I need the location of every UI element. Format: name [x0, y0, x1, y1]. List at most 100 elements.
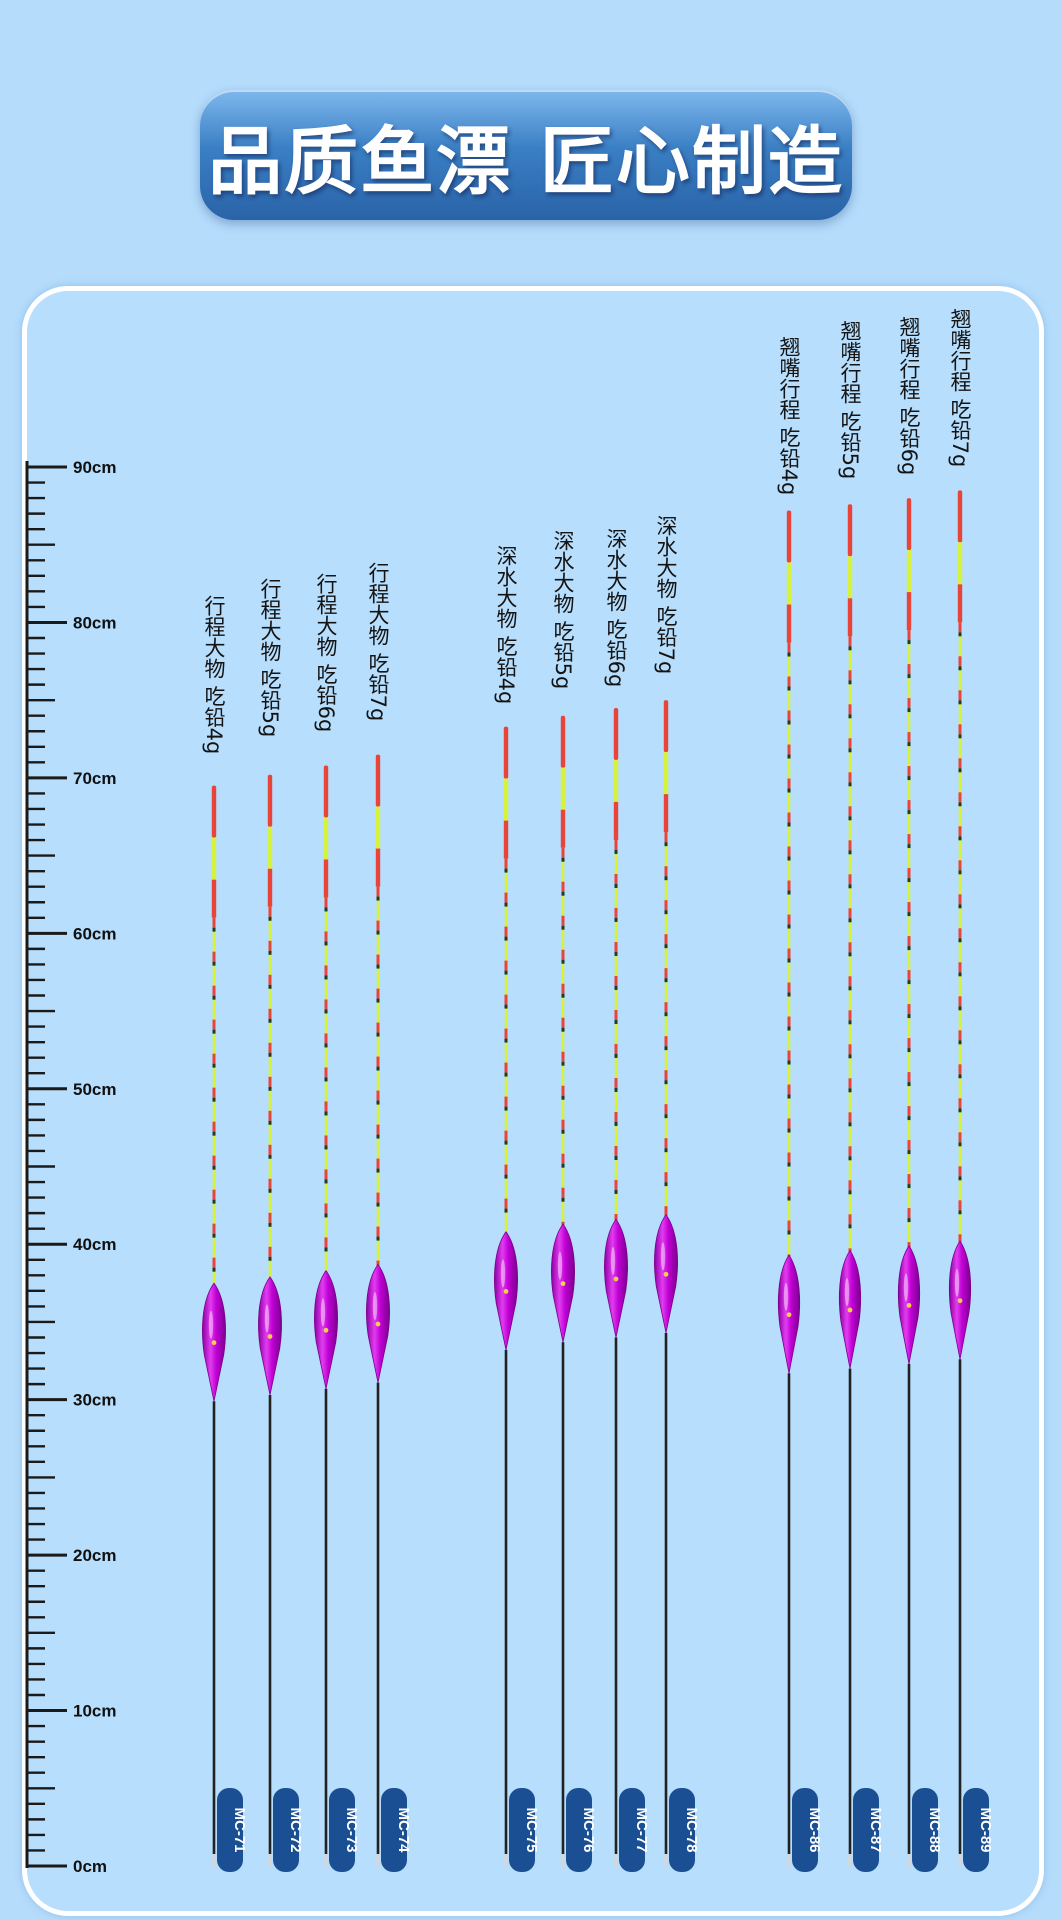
model-badge-label: MC-87: [867, 1807, 884, 1852]
model-badge-label: MC-76: [580, 1807, 597, 1852]
float-body-highlight: [844, 1278, 850, 1307]
model-badge: [963, 1788, 989, 1872]
ruler-label: 10cm: [73, 1702, 116, 1721]
float-tip-red-lower: [786, 604, 792, 643]
model-badge: [273, 1788, 299, 1872]
float-tip-yellow: [957, 542, 963, 585]
display-panel: [22, 286, 1044, 1916]
model-badge: [509, 1788, 535, 1872]
float-spec-label: 翘嘴行程 吃铅7g: [948, 308, 972, 467]
float-body-highlight: [320, 1298, 326, 1327]
float-tip-red-lower: [375, 848, 381, 887]
float-tip-red: [267, 774, 273, 827]
float-set: 行程大物 吃铅4g MC-71 行程大物 吃铅5g MC-72 行程大物 吃铅6g MC-…: [202, 308, 994, 1872]
float-body-logo: [786, 1312, 792, 1318]
float-spec-label: 行程大物 吃铅4g: [202, 595, 226, 754]
float-body-highlight: [610, 1246, 616, 1275]
float-tip-red: [663, 700, 669, 753]
model-badge-label: MC-86: [806, 1807, 823, 1852]
model-badge: [217, 1788, 243, 1872]
float-tip-red: [211, 785, 217, 838]
float-stem-tip: [614, 1854, 618, 1868]
float-mc-89: 翘嘴行程 吃铅7g MC-89: [948, 308, 994, 1872]
float-body-highlight: [903, 1273, 909, 1302]
float-stem-tip: [504, 1854, 508, 1868]
float-tip-red-lower: [560, 809, 566, 848]
model-badge: [669, 1788, 695, 1872]
ruler-label: 70cm: [73, 769, 116, 788]
float-body-highlight: [557, 1251, 563, 1280]
float-mc-88: 翘嘴行程 吃铅6g MC-88: [897, 316, 943, 1872]
ruler: 0cm 10cm 20cm 30cm 40cm 50cm 60cm 70cm 80cm 90cm: [25, 458, 116, 1876]
ruler-label: 80cm: [73, 613, 116, 632]
float-tip-red-lower: [267, 868, 273, 907]
float-tip-red: [847, 504, 853, 557]
float-mc-86: 翘嘴行程 吃铅4g MC-86: [777, 336, 823, 1872]
model-badge-label: MC-88: [926, 1807, 943, 1852]
float-body-highlight: [208, 1310, 214, 1339]
model-badge-label: MC-72: [287, 1807, 304, 1852]
title-banner: 品质鱼漂 匠心制造: [200, 90, 852, 220]
model-badge: [912, 1788, 938, 1872]
float-stem-tip: [787, 1854, 791, 1868]
float-stem-tip: [561, 1854, 565, 1868]
float-tip-red: [957, 490, 963, 543]
float-tip-red-lower: [613, 801, 619, 840]
float-body-logo: [957, 1298, 963, 1304]
float-body-logo: [267, 1334, 273, 1339]
model-badge-label: MC-75: [523, 1807, 540, 1852]
float-body-logo: [375, 1321, 381, 1327]
float-body-logo: [211, 1340, 217, 1346]
model-badge-label: MC-78: [683, 1807, 700, 1852]
float-tip-red: [503, 726, 509, 779]
float-spec-label: 深水大物 吃铅5g: [551, 530, 575, 689]
float-body-logo: [847, 1307, 853, 1313]
float-spec-label: 深水大物 吃铅4g: [494, 545, 518, 704]
float-mc-74: 行程大物 吃铅7g MC-74: [366, 562, 412, 1872]
float-tip-red: [906, 498, 912, 551]
float-body-logo: [613, 1276, 619, 1282]
float-tip-red: [323, 765, 329, 818]
ruler-label: 40cm: [73, 1235, 116, 1254]
float-tip-red-lower: [906, 592, 912, 631]
float-body-highlight: [660, 1242, 666, 1271]
float-mc-78: 深水大物 吃铅7g MC-78: [654, 515, 700, 1872]
model-badge-label: MC-77: [633, 1807, 650, 1852]
float-tip-red-lower: [663, 794, 669, 833]
float-spec-label: 翘嘴行程 吃铅6g: [897, 316, 921, 475]
ruler-label: 50cm: [73, 1080, 116, 1099]
model-badge: [566, 1788, 592, 1872]
float-tip-yellow: [375, 806, 381, 849]
ruler-label: 0cm: [73, 1857, 107, 1876]
model-badge: [853, 1788, 879, 1872]
model-badge: [329, 1788, 355, 1872]
float-body-logo: [323, 1327, 329, 1333]
float-mc-72: 行程大物 吃铅5g MC-72: [258, 578, 304, 1872]
float-tip-yellow: [560, 767, 566, 810]
float-tip-yellow: [786, 562, 792, 605]
model-badge: [619, 1788, 645, 1872]
float-spec-label: 行程大物 吃铅6g: [314, 573, 338, 732]
float-stem-tip: [958, 1854, 962, 1868]
float-stem-tip: [907, 1854, 911, 1868]
float-body-highlight: [954, 1268, 960, 1297]
float-stem-tip: [664, 1854, 668, 1868]
float-mc-73: 行程大物 吃铅6g MC-73: [314, 573, 360, 1872]
float-body-highlight: [783, 1282, 789, 1311]
float-mc-77: 深水大物 吃铅6g MC-77: [604, 528, 650, 1872]
model-badge-label: MC-89: [977, 1807, 994, 1852]
float-body-highlight: [372, 1292, 378, 1321]
float-mc-76: 深水大物 吃铅5g MC-76: [551, 530, 597, 1872]
ruler-label: 90cm: [73, 458, 116, 477]
float-mc-87: 翘嘴行程 吃铅5g MC-87: [838, 320, 884, 1872]
model-badge-label: MC-73: [343, 1807, 360, 1852]
float-body-highlight: [500, 1259, 506, 1288]
float-tip-red-lower: [323, 859, 329, 898]
float-stem-tip: [268, 1854, 272, 1868]
float-mc-75: 深水大物 吃铅4g MC-75: [494, 545, 540, 1872]
float-tip-red-lower: [957, 584, 963, 623]
float-tip-yellow: [847, 556, 853, 599]
float-mc-71: 行程大物 吃铅4g MC-71: [202, 595, 248, 1872]
float-body-highlight: [264, 1304, 270, 1333]
